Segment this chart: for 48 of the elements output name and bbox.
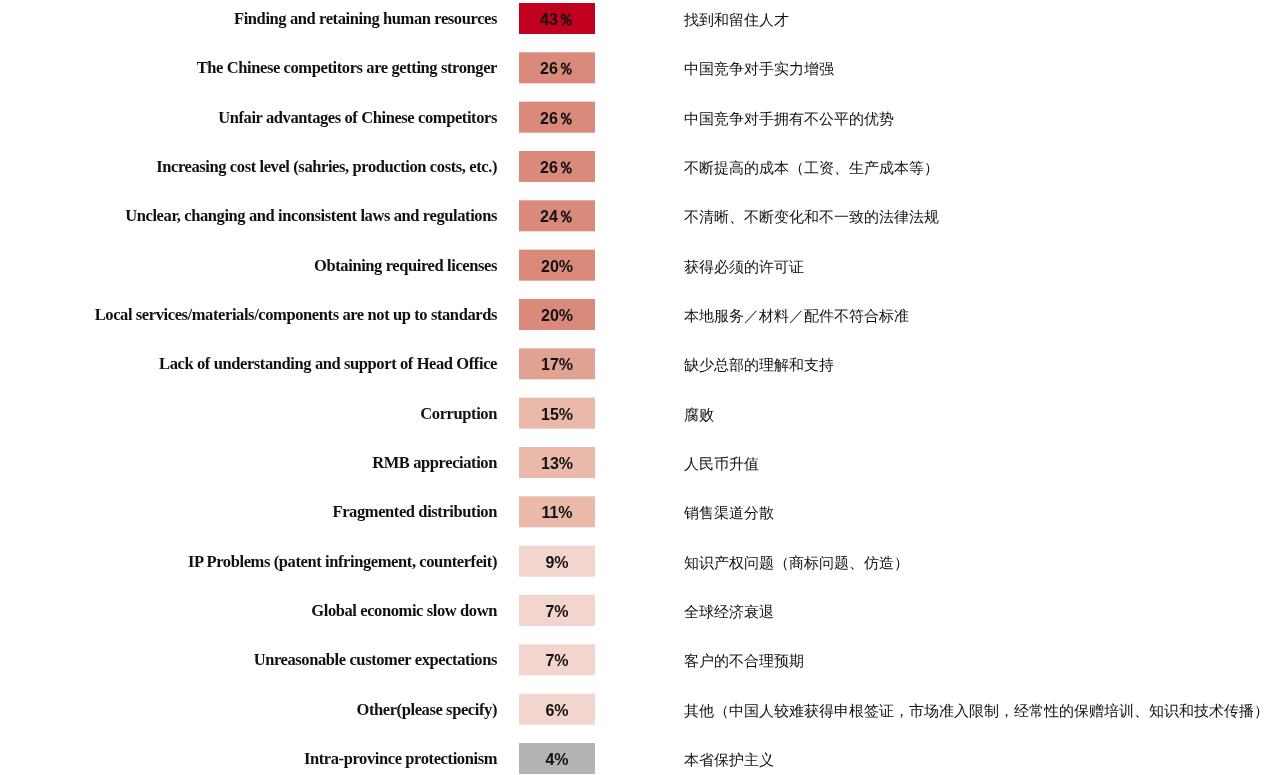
y-tick-label: Obtaining required licenses <box>314 255 498 275</box>
y2-tick-label: 全球经济衰退 <box>684 603 774 621</box>
y2-tick-label: 本省保护主义 <box>684 751 774 769</box>
y2-tick-label: 中国竞争对手实力增强 <box>684 60 834 79</box>
y2-tick-label: 找到和留住人才 <box>683 11 789 29</box>
y-tick-label: Global economic slow down <box>311 601 498 620</box>
data-label: 13% <box>540 455 574 472</box>
y-tick-label: Unfair advantages of Chinese competitors <box>218 107 498 127</box>
data-label: 17% <box>540 356 574 374</box>
data-label: 9% <box>545 553 569 571</box>
y2-tick-label: 腐败 <box>684 405 714 424</box>
data-label: 43％ <box>540 11 574 28</box>
y-tick-label: Unreasonable customer expectations <box>253 650 498 670</box>
y-tick-label: RMB appreciation <box>372 453 498 472</box>
y-tick-label: Finding and retaining human resources <box>233 9 498 28</box>
data-label: 11% <box>541 504 573 522</box>
y2-tick-label: 销售渠道分散 <box>683 504 774 523</box>
y-tick-label: Local services/materials/components are not up to standards <box>94 305 498 324</box>
y-tick-label: Unclear, changing and inconsistent laws and regulations <box>125 206 498 226</box>
y-tick-label: IP Problems (patent infringement, counterfeit) <box>188 551 497 571</box>
y2-tick-label: 缺少总部的理解和支持 <box>684 356 834 375</box>
y2-tick-label: 中国竞争对手拥有不公平的优势 <box>684 109 894 128</box>
data-label: 15% <box>540 405 574 423</box>
y2-tick-label: 知识产权问题（商标问题、仿造） <box>684 553 909 572</box>
y2-tick-label: 获得必须的许可证 <box>684 257 804 276</box>
y2-tick-label: 不断提高的成本（工资、生产成本等） <box>684 159 939 177</box>
y-tick-label: Corruption <box>420 403 498 423</box>
y2-tick-label: 人民币升值 <box>684 455 759 473</box>
data-label: 7% <box>545 603 569 620</box>
data-label: 20% <box>540 307 574 324</box>
y-tick-label: Lack of understanding and support of Head Office <box>159 354 498 374</box>
data-label: 26％ <box>540 159 574 176</box>
y2-tick-label: 本地服务／材料／配件不符合标准 <box>684 307 909 325</box>
data-label: 26％ <box>540 60 574 78</box>
y2-tick-label: 其他（中国人较难获得申根签证，市场准入限制，经常性的保赠培训、知识和技术传播） <box>684 701 1269 720</box>
y-tick-label: Increasing cost level (sahries, production costs, etc.) <box>156 157 497 176</box>
y-tick-label: Other(please specify) <box>356 699 497 719</box>
y-tick-label: Fragmented distribution <box>332 502 498 522</box>
data-label: 26％ <box>540 109 574 127</box>
y2-tick-label: 不清晰、不断变化和不一致的法律法规 <box>684 208 939 227</box>
y-tick-label: Intra-province protectionism <box>303 749 498 768</box>
data-label: 4% <box>545 751 569 768</box>
data-label: 7% <box>545 652 569 670</box>
data-label: 20% <box>540 257 574 275</box>
y-tick-label: The Chinese competitors are getting stronger <box>196 58 498 78</box>
data-label: 6% <box>545 701 569 719</box>
y2-tick-label: 客户的不合理预期 <box>684 652 804 671</box>
data-label: 24％ <box>540 208 574 226</box>
